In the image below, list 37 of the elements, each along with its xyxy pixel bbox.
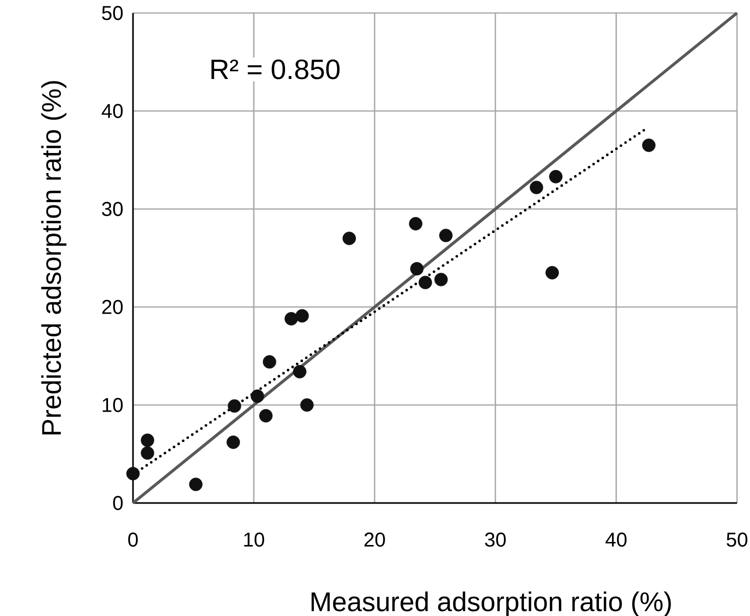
y-axis-title: Predicted adsorption ratio (%) <box>41 81 66 434</box>
point <box>250 389 264 403</box>
point <box>439 228 453 242</box>
point <box>189 478 203 492</box>
x-tick-label: 50 <box>726 532 748 547</box>
x-tick-label: 40 <box>606 532 627 547</box>
point <box>342 232 356 246</box>
x-tick-label: 20 <box>364 532 385 547</box>
point <box>226 436 240 449</box>
y-tick-label: 50 <box>102 6 123 20</box>
point <box>228 399 242 413</box>
point <box>434 272 448 286</box>
point <box>549 170 563 184</box>
annotation: R² = 0.850 <box>211 59 340 80</box>
y-tick-label: 20 <box>102 300 123 314</box>
point <box>410 262 424 276</box>
point <box>259 409 273 422</box>
point <box>300 398 314 412</box>
x-tick-label: 30 <box>485 532 506 547</box>
x-tick-label: 0 <box>128 532 138 547</box>
point <box>284 312 298 326</box>
point <box>418 276 432 290</box>
point <box>530 180 544 194</box>
y-tick-label: 40 <box>102 104 123 118</box>
y-tick-label: 30 <box>102 202 123 216</box>
point <box>140 446 154 460</box>
y-tick-label: 0 <box>113 496 123 510</box>
point <box>126 466 140 480</box>
point <box>408 216 422 230</box>
point <box>545 266 559 280</box>
point <box>140 434 154 447</box>
point <box>262 355 276 369</box>
x-tick-label: 10 <box>244 532 264 547</box>
point <box>642 138 656 152</box>
point <box>295 309 309 323</box>
point <box>293 364 306 378</box>
y-tick-label: 10 <box>102 398 123 412</box>
